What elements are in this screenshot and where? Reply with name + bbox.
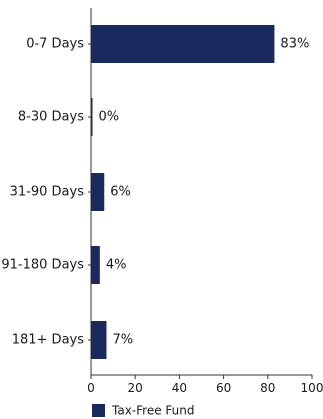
x-tick-label-100: 100 bbox=[301, 381, 323, 395]
data-label-181-days: 7% bbox=[112, 333, 133, 348]
legend-swatch bbox=[92, 404, 105, 417]
data-label-group: 83% 0% 6% 4% 7% bbox=[99, 37, 310, 348]
x-tick-label-40: 40 bbox=[172, 381, 187, 395]
data-label-8-30-days: 0% bbox=[99, 110, 120, 125]
category-label-0-7-days: 0-7 Days bbox=[26, 37, 84, 52]
legend: Tax-Free Fund bbox=[92, 404, 194, 418]
bar-0-7-days bbox=[91, 25, 275, 63]
x-tick-label-80: 80 bbox=[260, 381, 275, 395]
legend-label: Tax-Free Fund bbox=[111, 404, 194, 418]
bar-8-30-days bbox=[91, 98, 93, 136]
data-label-31-90-days: 6% bbox=[110, 185, 131, 200]
category-label-31-90-days: 31-90 Days bbox=[10, 185, 85, 200]
category-label-8-30-days: 8-30 Days bbox=[18, 110, 84, 125]
data-label-0-7-days: 83% bbox=[280, 37, 309, 52]
category-label-181-days: 181+ Days bbox=[12, 333, 85, 348]
data-label-91-180-days: 4% bbox=[106, 258, 127, 273]
bar-91-180-days bbox=[91, 246, 100, 284]
category-label-group: 0-7 Days 8-30 Days 31-90 Days 91-180 Days 18… bbox=[1, 37, 84, 348]
bar-181-days bbox=[91, 321, 107, 359]
x-tick-label-0: 0 bbox=[87, 381, 95, 395]
x-tick-label-20: 20 bbox=[128, 381, 143, 395]
bar-31-90-days bbox=[91, 173, 105, 211]
bar-group bbox=[88, 25, 275, 359]
x-tick-group: 0 20 40 60 80 100 bbox=[87, 375, 323, 395]
x-tick-label-60: 60 bbox=[216, 381, 231, 395]
category-label-91-180-days: 91-180 Days bbox=[1, 258, 84, 273]
